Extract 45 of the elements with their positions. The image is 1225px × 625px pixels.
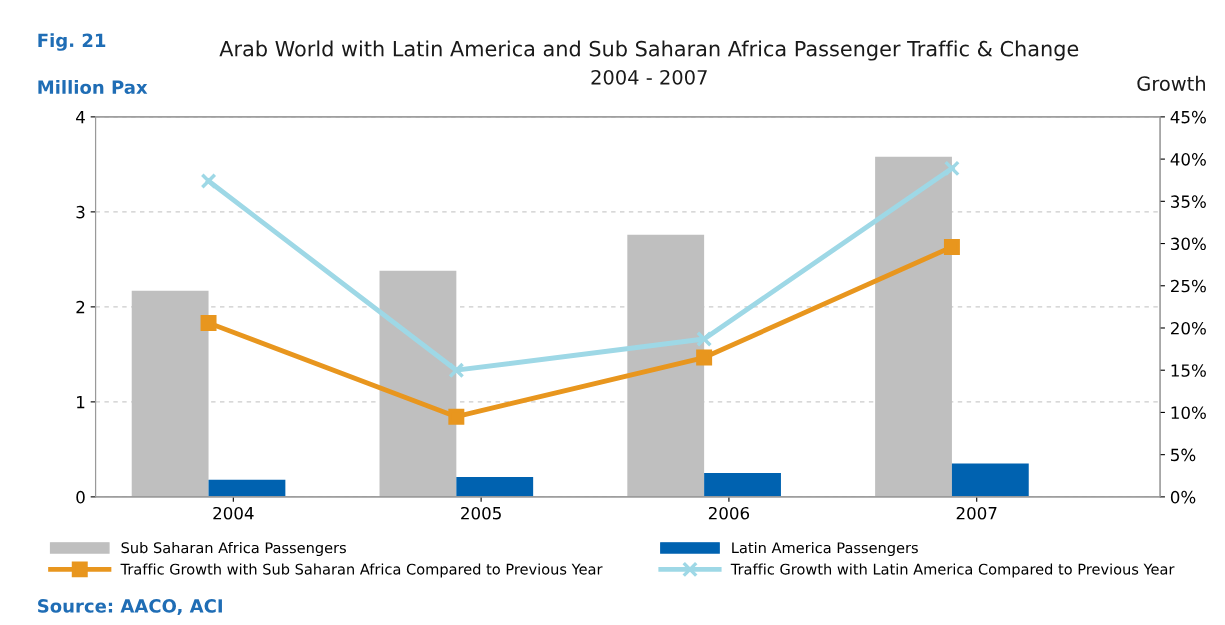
x-tick-label: 2004 xyxy=(213,506,254,520)
legend-label: Traffic Growth with Latin America Compared to Previous Year xyxy=(730,563,1175,578)
y2-axis-title: Growth xyxy=(1137,75,1205,91)
point xyxy=(200,173,217,190)
y-axis-title: Million Pax xyxy=(38,80,148,95)
bar xyxy=(627,234,705,497)
bar xyxy=(379,270,457,497)
point xyxy=(943,238,960,255)
bar xyxy=(131,290,209,497)
y-tick-label: 3 xyxy=(76,205,85,219)
y-tick-label: 4 xyxy=(76,111,85,124)
point xyxy=(943,160,960,177)
y-tick-label: 2 xyxy=(76,300,85,314)
bar xyxy=(875,156,952,497)
legend-label: Latin America Passengers xyxy=(732,541,918,557)
point xyxy=(696,349,713,366)
source-note: Source: AACO, ACI xyxy=(38,599,222,616)
y2-tick-label: 20% xyxy=(1171,321,1206,335)
point xyxy=(448,362,465,379)
x-tick-label: 2005 xyxy=(461,506,501,520)
y2-tick-label: 35% xyxy=(1171,195,1206,208)
y2-tick-label: 10% xyxy=(1171,406,1206,419)
point xyxy=(696,330,713,347)
chart-title: Arab World with Latin America and Sub Saharan Africa Passenger Traffic & Change xyxy=(219,40,1079,61)
bar xyxy=(951,463,1029,497)
caption: Fig. 21 xyxy=(38,33,106,51)
y2-tick-label: 15% xyxy=(1171,364,1206,377)
legend-label: Sub Saharan Africa Passengers xyxy=(121,541,346,557)
x-tick-label: 2006 xyxy=(708,506,750,520)
y-tick-label: 0 xyxy=(76,490,85,504)
point xyxy=(200,314,217,331)
y2-tick-label: 5% xyxy=(1171,448,1196,462)
y2-tick-label: 0% xyxy=(1170,490,1196,504)
x-tick-label: 2007 xyxy=(956,506,997,520)
chart-subtitle: 2004 - 2007 xyxy=(591,69,707,85)
legend-label: Traffic Growth with Sub Saharan Africa Compared to Previous Year xyxy=(120,563,603,578)
bar xyxy=(456,476,534,497)
y2-tick-label: 30% xyxy=(1171,237,1206,251)
y2-tick-label: 40% xyxy=(1170,153,1206,166)
bar xyxy=(704,473,781,497)
y2-tick-label: 45% xyxy=(1170,110,1206,124)
y2-tick-label: 25% xyxy=(1171,279,1206,293)
point xyxy=(448,408,465,425)
bar xyxy=(208,479,286,497)
y-tick-label: 1 xyxy=(77,396,85,409)
